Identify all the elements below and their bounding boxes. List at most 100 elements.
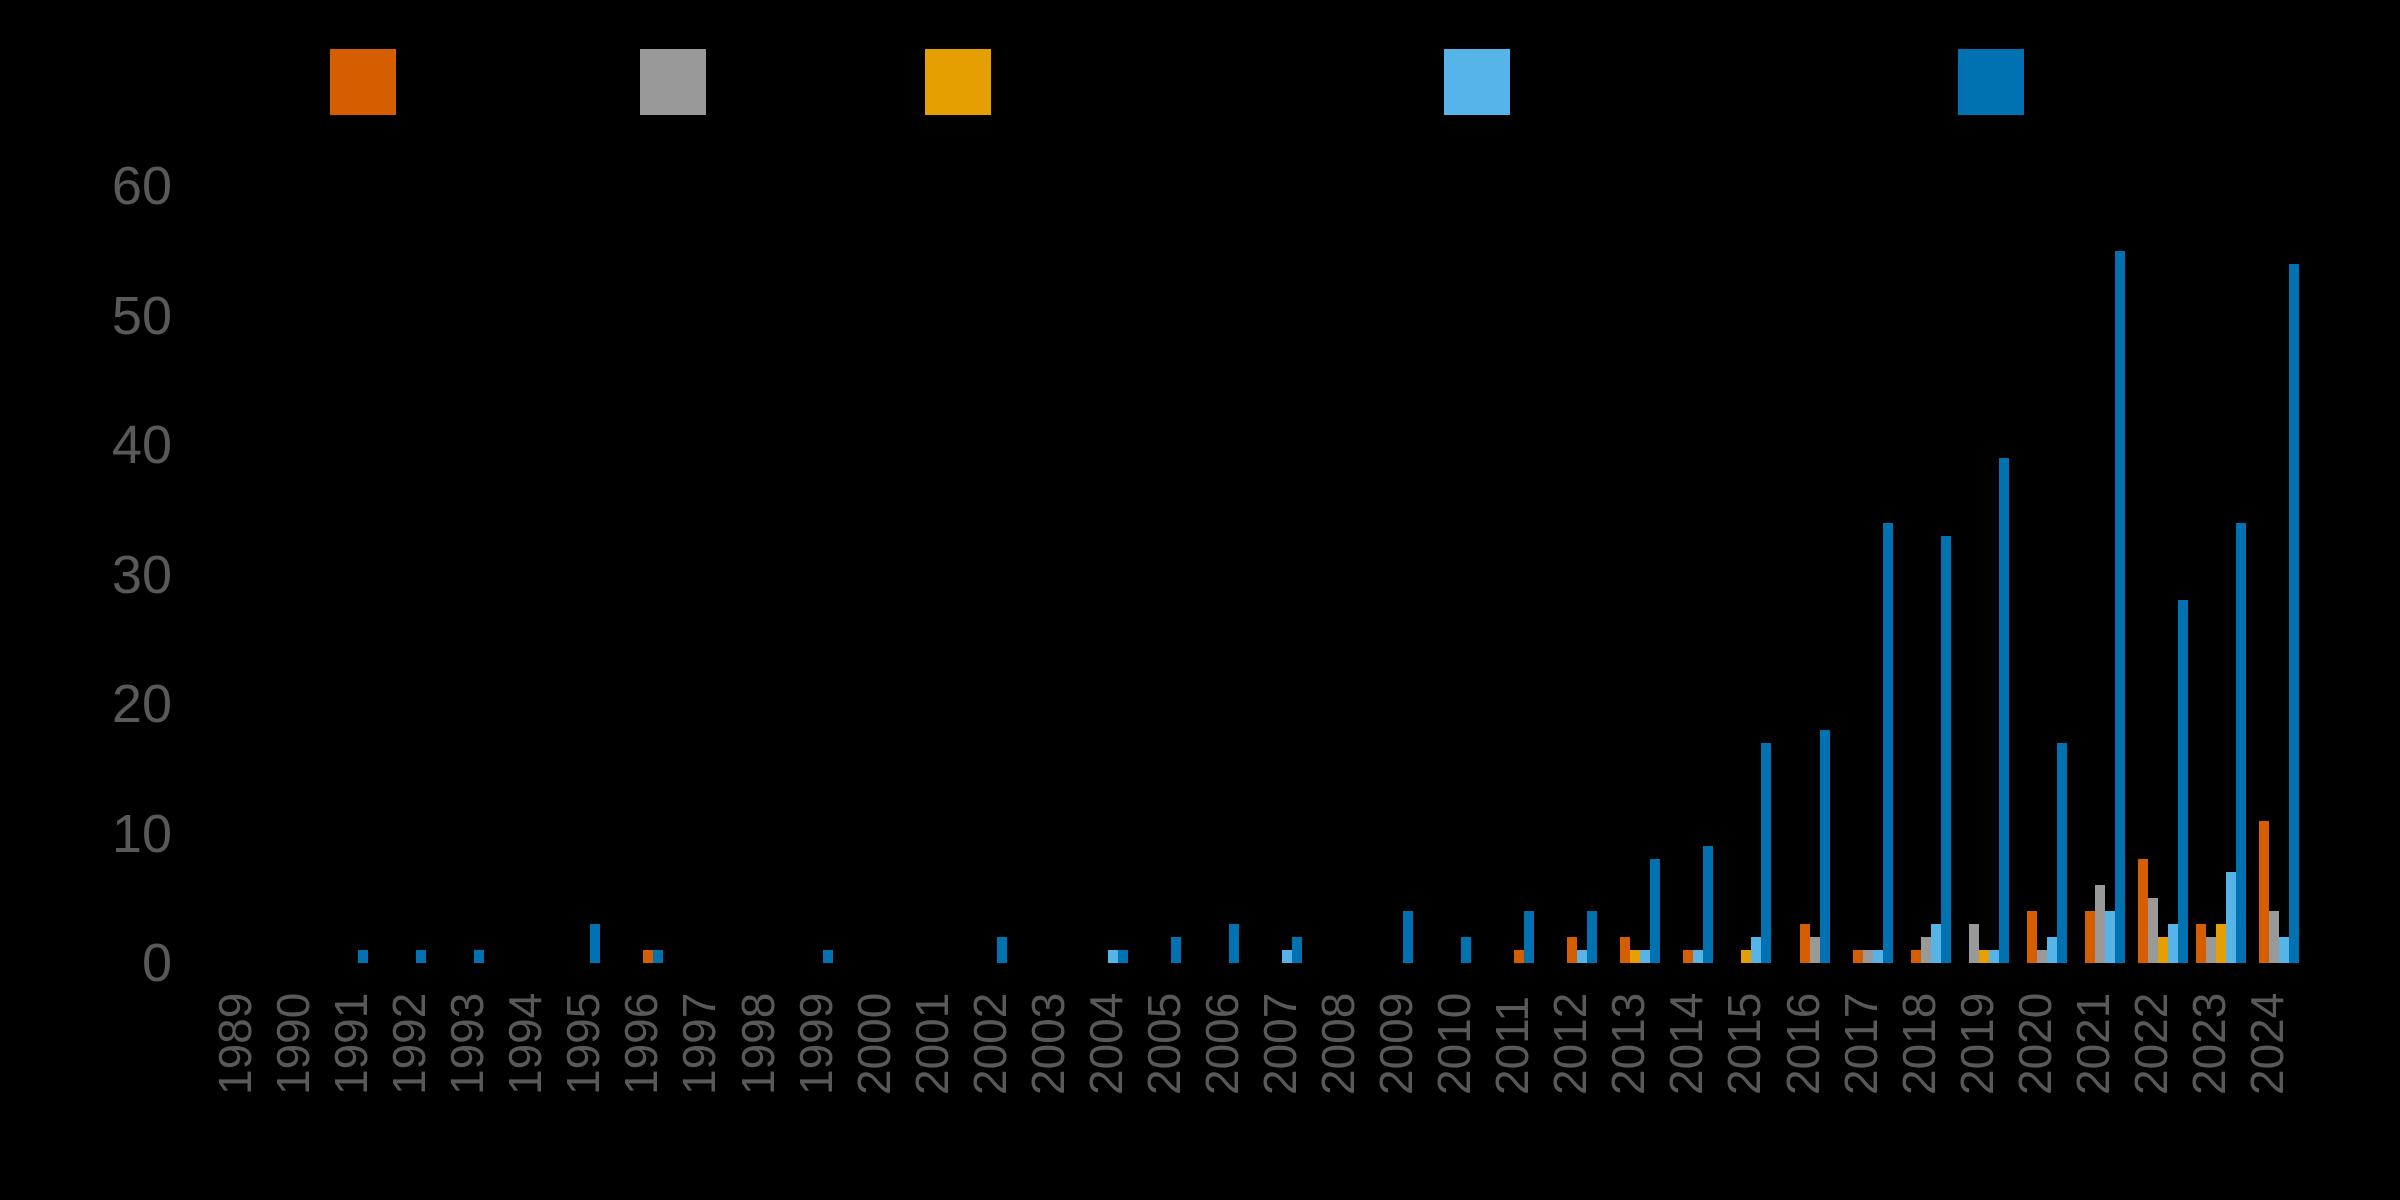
bar bbox=[2215, 924, 2226, 963]
x-tick-label: 2022 bbox=[2124, 992, 2177, 1095]
x-tick-label: 2023 bbox=[2182, 992, 2235, 1095]
y-tick-label: 60 bbox=[111, 156, 172, 216]
bar bbox=[2289, 263, 2299, 963]
y-tick-label: 40 bbox=[111, 415, 172, 475]
y-tick-label: 10 bbox=[111, 803, 172, 864]
bar bbox=[1751, 937, 1762, 963]
bar bbox=[1107, 950, 1118, 963]
bar bbox=[1872, 950, 1883, 963]
legend-swatch bbox=[1444, 49, 1510, 115]
bar bbox=[1968, 924, 1979, 963]
legend-swatch bbox=[330, 49, 396, 115]
bar bbox=[1228, 924, 1239, 963]
bar bbox=[2036, 950, 2047, 963]
x-tick-label: 1995 bbox=[557, 992, 610, 1095]
bar bbox=[1761, 742, 1772, 963]
bar bbox=[416, 950, 427, 963]
bar bbox=[1292, 937, 1303, 963]
bar bbox=[1852, 950, 1863, 963]
bar bbox=[2137, 859, 2148, 963]
x-tick-label: 2009 bbox=[1370, 992, 1423, 1095]
x-tick-label: 2015 bbox=[1718, 992, 1771, 1095]
bar bbox=[1978, 950, 1989, 963]
bar bbox=[1567, 937, 1578, 963]
y-tick-label: 0 bbox=[141, 933, 172, 993]
bar bbox=[1117, 950, 1128, 963]
bar bbox=[1514, 950, 1525, 963]
x-tick-label: 2002 bbox=[963, 992, 1016, 1095]
bar bbox=[1940, 535, 1951, 963]
x-tick-label: 2008 bbox=[1312, 992, 1365, 1095]
bar bbox=[1577, 950, 1588, 963]
bar bbox=[1650, 859, 1661, 963]
bar bbox=[1910, 950, 1921, 963]
bar bbox=[2195, 924, 2206, 963]
bar bbox=[1920, 937, 1931, 963]
bar bbox=[2026, 911, 2037, 963]
bar bbox=[643, 950, 654, 963]
y-tick-label: 20 bbox=[111, 674, 172, 734]
x-tick-label: 2017 bbox=[1834, 992, 1887, 1095]
bar bbox=[822, 950, 833, 963]
bar bbox=[1282, 950, 1293, 963]
bar bbox=[1930, 924, 1941, 963]
x-tick-label: 1992 bbox=[383, 992, 436, 1095]
y-tick-label: 50 bbox=[111, 285, 172, 346]
bar bbox=[474, 950, 485, 963]
x-tick-label: 2018 bbox=[1892, 992, 1945, 1095]
x-tick-label: 2010 bbox=[1428, 992, 1481, 1095]
bar bbox=[2094, 885, 2105, 963]
bar bbox=[2269, 911, 2279, 963]
bar bbox=[996, 937, 1007, 963]
x-tick-label: 2003 bbox=[1021, 992, 1074, 1095]
x-tick-label: 2013 bbox=[1602, 992, 1655, 1095]
x-tick-label: 2019 bbox=[1950, 992, 2003, 1095]
x-tick-label: 2012 bbox=[1544, 992, 1597, 1095]
x-tick-label: 1991 bbox=[325, 992, 378, 1095]
bar bbox=[2046, 937, 2057, 963]
x-tick-label: 1999 bbox=[789, 992, 842, 1095]
bar bbox=[2114, 250, 2125, 963]
bar bbox=[2167, 924, 2178, 963]
bar bbox=[2259, 820, 2269, 963]
bar bbox=[2104, 911, 2115, 963]
bar bbox=[2205, 937, 2216, 963]
bar bbox=[1170, 937, 1181, 963]
bar bbox=[590, 924, 601, 963]
bar bbox=[653, 950, 664, 963]
bar bbox=[1461, 937, 1472, 963]
x-tick-label: 1997 bbox=[673, 992, 726, 1095]
x-tick-label: 1996 bbox=[615, 992, 668, 1095]
bar bbox=[1693, 950, 1704, 963]
bar bbox=[1620, 937, 1631, 963]
bar bbox=[1988, 950, 1999, 963]
y-tick-label: 30 bbox=[111, 544, 172, 605]
x-tick-label: 2021 bbox=[2066, 992, 2119, 1095]
bar bbox=[2235, 522, 2246, 963]
bar bbox=[1640, 950, 1651, 963]
bar bbox=[2157, 937, 2168, 963]
bar bbox=[1683, 950, 1694, 963]
bar bbox=[1403, 911, 1414, 963]
bar bbox=[1524, 911, 1535, 963]
bar bbox=[1741, 950, 1752, 963]
x-tick-label: 2024 bbox=[2241, 992, 2293, 1095]
bar bbox=[1630, 950, 1641, 963]
x-tick-label: 1994 bbox=[499, 992, 552, 1095]
bar bbox=[1799, 924, 1810, 963]
x-tick-label: 2001 bbox=[905, 992, 958, 1095]
legend-swatch bbox=[640, 49, 706, 115]
bar bbox=[2056, 742, 2067, 963]
legend-swatch bbox=[1958, 49, 2024, 115]
x-tick-label: 2006 bbox=[1195, 992, 1248, 1095]
bar bbox=[1819, 729, 1830, 963]
bar bbox=[2177, 600, 2188, 963]
x-tick-label: 1989 bbox=[209, 992, 261, 1095]
bar bbox=[1862, 950, 1873, 963]
x-tick-label: 1990 bbox=[267, 992, 320, 1095]
x-tick-label: 2016 bbox=[1776, 992, 1829, 1095]
x-tick-label: 1993 bbox=[441, 992, 494, 1095]
bar bbox=[1703, 846, 1714, 963]
bar bbox=[2225, 872, 2236, 963]
bar bbox=[1998, 457, 2009, 963]
